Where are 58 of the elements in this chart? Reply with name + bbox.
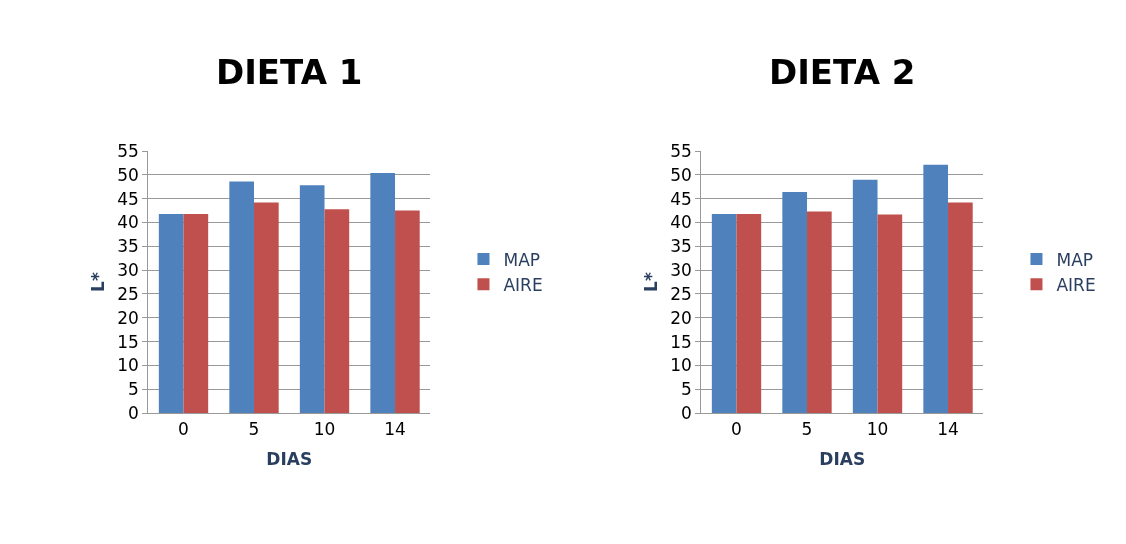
y-tick-label: 50 — [670, 164, 692, 185]
y-tick-label: 35 — [117, 236, 139, 257]
x-tick-label: 14 — [937, 418, 959, 439]
bar — [370, 172, 396, 414]
x-tick-label: 0 — [731, 418, 742, 439]
x-axis-title: DIAS — [266, 448, 313, 469]
y-tick-label: 20 — [670, 307, 692, 328]
y-axis-title: L* — [87, 272, 108, 292]
y-tick-label: 15 — [117, 331, 139, 352]
x-tick-label: 5 — [801, 418, 813, 439]
bar — [807, 211, 832, 414]
chart-title: DIETA 1 — [216, 52, 363, 92]
y-tick-label: 15 — [670, 331, 692, 352]
chart-title: DIETA 2 — [769, 52, 916, 92]
bar — [158, 213, 184, 414]
x-axis-title: DIAS — [819, 448, 866, 469]
bar — [877, 214, 903, 414]
x-tick-label: 10 — [866, 418, 889, 439]
y-tick-label: 5 — [681, 379, 692, 400]
y-tick-label: 10 — [117, 355, 139, 376]
y-axis-title: L* — [640, 272, 661, 292]
bar — [299, 185, 325, 414]
y-tick-label: 55 — [670, 140, 692, 161]
bar — [183, 213, 209, 414]
bar — [948, 202, 973, 414]
y-tick-label: 40 — [670, 212, 692, 233]
legend-label: AIRE — [503, 274, 543, 295]
y-tick-label: 50 — [117, 164, 139, 185]
bar — [229, 181, 255, 414]
y-tick-label: 30 — [670, 260, 692, 281]
y-tick-label: 0 — [681, 403, 692, 424]
bar — [324, 209, 350, 414]
bar — [782, 192, 808, 414]
bar — [254, 202, 279, 414]
bar — [923, 164, 949, 414]
x-tick-label: 10 — [313, 418, 336, 439]
y-tick-label: 25 — [670, 283, 692, 304]
y-tick-label: 25 — [117, 283, 139, 304]
y-tick-label: 35 — [670, 236, 692, 257]
bar — [736, 213, 762, 414]
y-tick-label: 45 — [117, 188, 139, 209]
y-tick-label: 10 — [670, 355, 692, 376]
y-tick-label: 5 — [128, 379, 139, 400]
legend-label: MAP — [503, 249, 541, 270]
bar — [395, 210, 420, 414]
x-tick-label: 5 — [248, 418, 260, 439]
legend-label: MAP — [1056, 249, 1094, 270]
legend-label: AIRE — [1056, 274, 1096, 295]
x-tick-label: 14 — [384, 418, 406, 439]
x-tick-label: 0 — [178, 418, 189, 439]
y-tick-label: 55 — [117, 140, 139, 161]
y-tick-label: 20 — [117, 307, 139, 328]
bar — [711, 213, 737, 414]
y-tick-label: 0 — [128, 403, 139, 424]
y-tick-label: 30 — [117, 260, 139, 281]
y-tick-label: 40 — [117, 212, 139, 233]
y-tick-label: 45 — [670, 188, 692, 209]
bar — [852, 179, 878, 414]
